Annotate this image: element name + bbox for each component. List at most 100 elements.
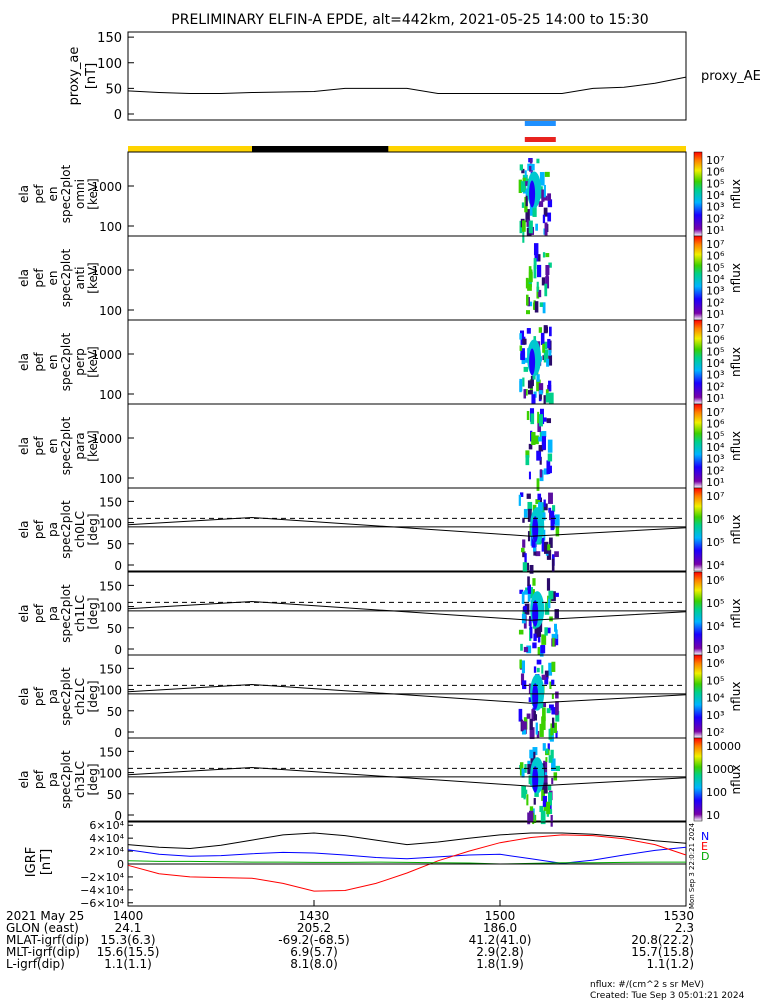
colorbar-tick-label: 10¹	[706, 224, 724, 237]
panel-ylabel-line: pa	[46, 522, 60, 537]
spectrum-cell	[543, 341, 548, 350]
orbit-row-value: 15.3(6.3)	[100, 933, 155, 947]
colorbar-label: nflux	[729, 682, 743, 712]
spectrum-cell	[521, 220, 526, 232]
spectrum-cell	[540, 645, 546, 654]
spectrum-cell	[543, 499, 546, 507]
colorbar-label: nflux	[729, 347, 743, 377]
spectrum-cell	[522, 551, 526, 558]
spectrum-cell	[544, 627, 548, 636]
spectrum-cell	[541, 436, 547, 450]
status-bar-black	[252, 146, 389, 152]
orbit-row-value: 1.8(1.9)	[476, 957, 524, 971]
spectrum-cell	[546, 460, 551, 475]
colorbar-tick-label: 10⁴	[706, 273, 725, 286]
colorbar-tick-label: 10⁷	[706, 322, 724, 335]
energy-ytick-label: 100	[99, 220, 122, 234]
colorbar-tick-label: 10⁵	[706, 429, 724, 442]
spectrum-cell	[524, 603, 530, 615]
panel-ylabel-line: ela	[17, 687, 31, 705]
spectrum-cell	[552, 637, 555, 647]
spectrum-cell	[518, 708, 523, 722]
spectrum-cell	[550, 814, 553, 827]
spectrum-cell	[547, 453, 553, 462]
colorbar-tick-label: 10²	[706, 212, 724, 225]
orbit-row-label: 2021 May 25	[6, 909, 84, 923]
orbit-row-value: 1430	[299, 909, 330, 923]
colorbar-tick-label: 10⁶	[706, 657, 725, 670]
orbit-row-value: 2.9(2.8)	[476, 945, 524, 959]
spectrum-cell	[526, 713, 531, 719]
spectrum-cell	[541, 716, 546, 730]
spectrum-cell	[519, 589, 524, 594]
spectrum-cell	[548, 704, 554, 711]
spectrum-cell	[527, 764, 532, 775]
colorbar-tick-label: 10⁴	[706, 559, 725, 572]
spectrum-cell	[529, 158, 533, 164]
spectrum-cell	[526, 794, 529, 806]
panel-ylabel-line: [deg]	[86, 764, 100, 796]
spectrum-cell	[529, 618, 532, 630]
panel-ylabel-line: [deg]	[86, 598, 100, 630]
spectrum-cell	[550, 749, 554, 759]
spectrum-cell	[526, 328, 531, 334]
spectrum-cell	[521, 720, 525, 731]
spectrum-cell	[542, 795, 548, 807]
colorbar-tick-label: 10²	[706, 296, 724, 309]
igrf-ylabel: IGRF	[24, 847, 39, 877]
spectrum-cell	[522, 517, 525, 523]
panel-ylabel-line: ela	[17, 353, 31, 371]
colorbar-tick-label: 10³	[706, 453, 724, 466]
igrf-lines	[127, 832, 687, 892]
panel-ylabel-line: [keV]	[86, 346, 100, 377]
spectrum-cell	[548, 355, 553, 366]
orbit-row-label: GLON (east)	[6, 921, 79, 935]
spectrum-cell	[529, 749, 534, 759]
panel-ylabel-line: spec2plot	[59, 164, 73, 223]
orbit-row-value: 1530	[663, 909, 694, 923]
spectrum-cell	[521, 547, 525, 553]
spectrum-cell	[518, 629, 524, 635]
energy-panel-frame	[127, 235, 687, 321]
spectrum-cell	[548, 662, 553, 676]
spectrum-cell	[532, 747, 538, 756]
orbit-row-value: 1.1(1.2)	[646, 957, 694, 971]
pitch-angle-ytick-label: 0	[114, 643, 122, 657]
pitch-angle-ytick-label: 150	[99, 495, 122, 509]
spectrum-cell	[544, 677, 549, 685]
colorbar-tick-label: 10⁶	[706, 166, 725, 179]
spectrum-cell	[554, 623, 557, 632]
panel-ylabel-line: perp	[73, 348, 87, 376]
spectrum-cell	[537, 264, 542, 278]
spectrum-cell	[539, 469, 543, 478]
panel-ylabel-line: pa	[46, 689, 60, 704]
spectrum-cell	[542, 252, 546, 258]
igrf-ytick-label: 4×10⁴	[89, 832, 124, 845]
spectrum-cell	[527, 380, 533, 389]
orbit-row-value: 186.0	[483, 921, 517, 935]
spectrum-cell	[521, 591, 525, 604]
colorbar-tick-label: 10⁶	[706, 418, 725, 431]
panel-ylabel-line: spec2plot	[59, 416, 73, 475]
proxy-ae-ytick-label: 0	[114, 108, 122, 123]
colorbar-tick-label: 10⁶	[706, 574, 725, 587]
spectrum-cell	[539, 431, 543, 441]
igrf-line-D	[127, 860, 686, 865]
spectrum-cell	[550, 723, 554, 736]
footer-created: Created: Tue Sep 3 05:01:21 2024	[590, 991, 745, 1000]
spectrum-cell	[546, 801, 551, 815]
spectrum-cell	[547, 439, 553, 453]
status-bar-red	[524, 137, 556, 142]
pitch-angle-panel-frame	[127, 654, 687, 739]
spectrum-cell	[520, 348, 525, 361]
spectrum-cell	[555, 730, 558, 738]
proxy-ae-ytick-label: 50	[105, 82, 122, 97]
spectrum-cell	[537, 493, 542, 500]
spectrum-cell	[535, 551, 541, 557]
spectrum-cell	[538, 289, 542, 298]
colorbar-tick-label: 10⁵	[706, 597, 724, 610]
spectrum-cell	[524, 206, 528, 213]
